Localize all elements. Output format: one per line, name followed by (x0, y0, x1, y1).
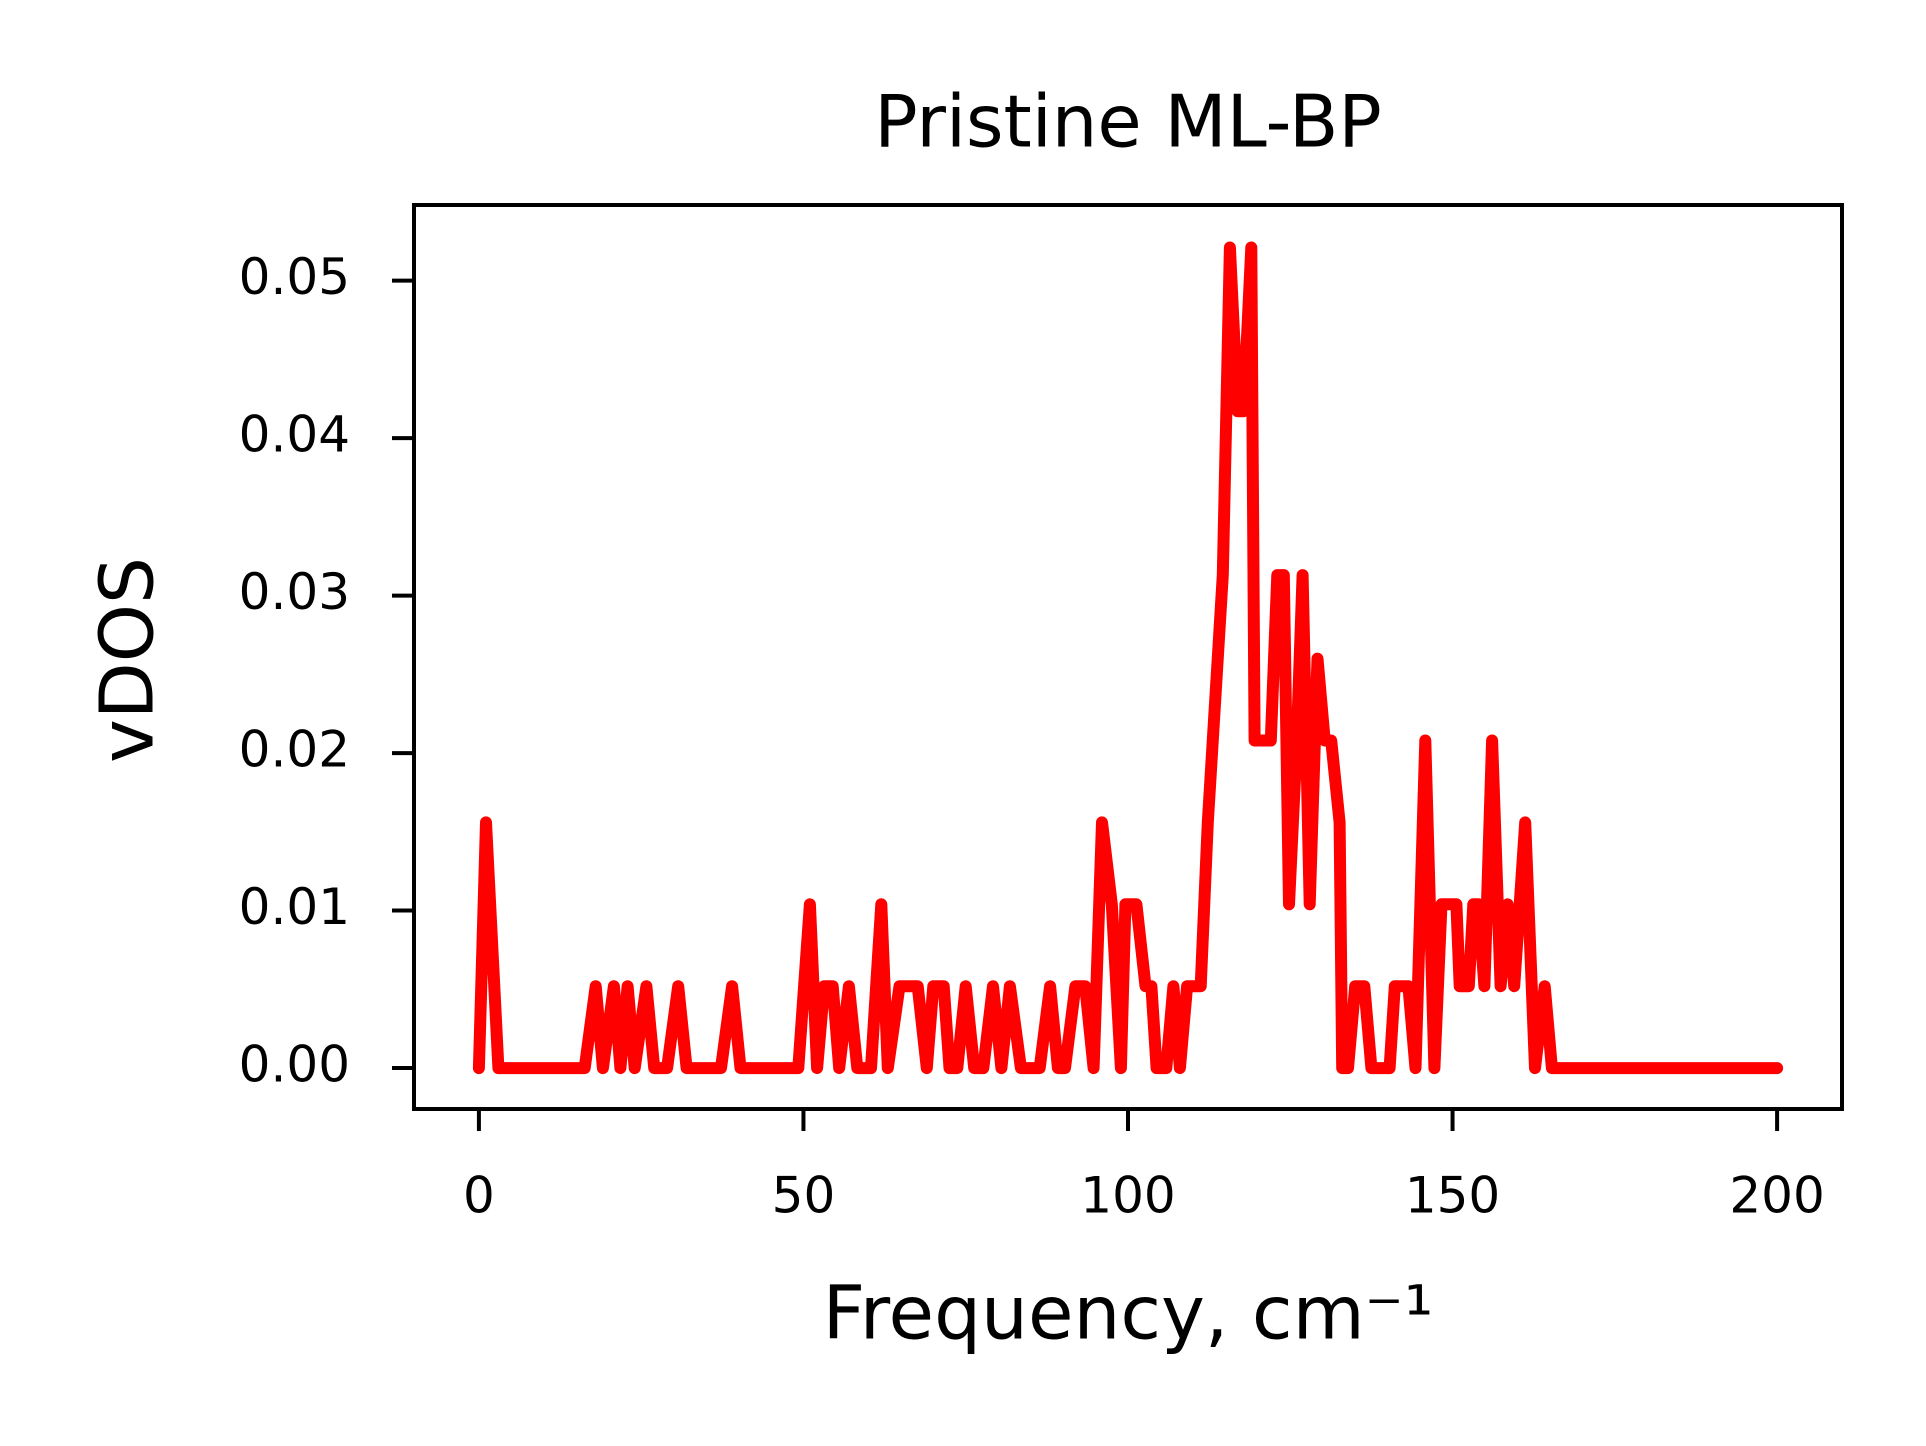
y-tick-label: 0.05 (239, 248, 350, 306)
data-line (472, 241, 1784, 1075)
x-tick-label: 100 (1080, 1167, 1175, 1225)
chart-title: Pristine ML-BP (874, 80, 1382, 164)
y-axis-label: vDOS (85, 557, 171, 763)
y-tick-label: 0.02 (239, 721, 350, 779)
y-tick-label: 0.01 (239, 878, 350, 936)
x-tick-label: 200 (1729, 1167, 1824, 1225)
y-tick-label: 0.00 (239, 1036, 350, 1094)
x-tick-label: 50 (772, 1167, 836, 1225)
x-tick-label: 0 (463, 1167, 495, 1225)
y-tick-label: 0.03 (239, 563, 350, 621)
y-tick-label: 0.04 (239, 406, 350, 464)
plot-frame (412, 203, 1844, 1111)
x-axis-label: Frequency, cm⁻¹ (823, 1271, 1434, 1357)
x-tick-label: 150 (1405, 1167, 1500, 1225)
